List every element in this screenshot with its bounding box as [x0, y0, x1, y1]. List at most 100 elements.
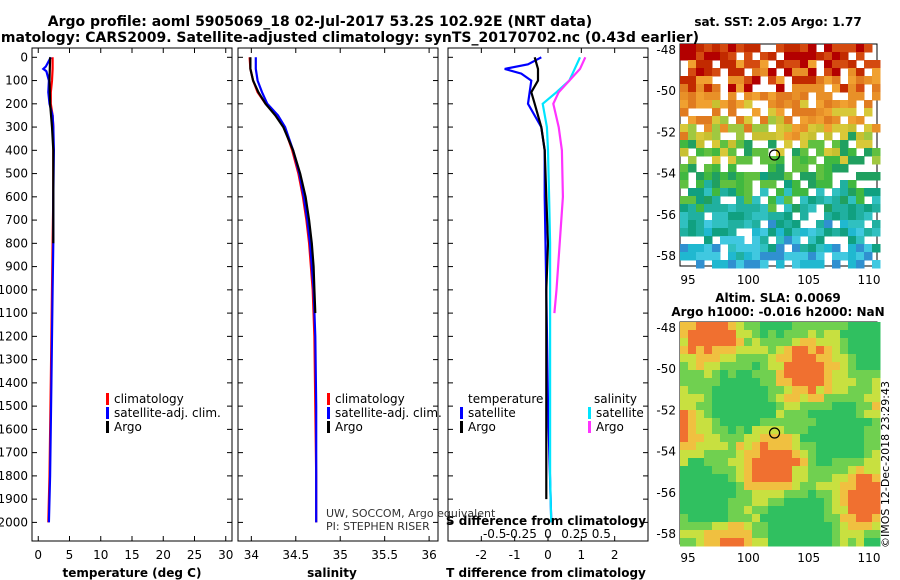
map-cell [808, 76, 817, 85]
map-cell [856, 522, 865, 531]
map-cell [728, 100, 737, 109]
map-cell [720, 354, 729, 363]
map-cell [864, 498, 873, 507]
map-cell [864, 482, 873, 491]
map-cell [776, 44, 785, 53]
map-cell [760, 244, 769, 253]
map-cell [840, 362, 849, 371]
map-cell [712, 538, 721, 547]
map-cell [688, 482, 697, 491]
map-cell [776, 76, 785, 85]
map-cell [808, 180, 817, 189]
map-cell [864, 442, 873, 451]
map-cell [736, 220, 745, 229]
map-cell [736, 394, 745, 403]
map-cell [688, 442, 697, 451]
series-line-s-argo [552, 56, 587, 314]
map-cell [864, 474, 873, 483]
map-cell [792, 402, 801, 411]
map-cell [808, 370, 817, 379]
map-cell [760, 338, 769, 347]
map-cell [872, 330, 881, 339]
map-cell [728, 370, 737, 379]
map-cell [744, 204, 753, 213]
map-cell [864, 418, 873, 427]
map-cell [704, 100, 713, 109]
map-cell [792, 378, 801, 387]
map-cell [792, 426, 801, 435]
map-cell [784, 330, 793, 339]
map-cell [816, 450, 825, 459]
map-cell [704, 92, 713, 101]
map-cell [688, 330, 697, 339]
map-cell [848, 458, 857, 467]
map-cell [744, 442, 753, 451]
map-cell [824, 124, 833, 133]
map-cell [808, 68, 817, 77]
map-cell [816, 338, 825, 347]
map-cell [784, 466, 793, 475]
map-cell [864, 538, 873, 547]
map-cell [760, 514, 769, 523]
x-tick-label: 10 [93, 548, 108, 562]
map-cell [728, 92, 737, 101]
map-cell [768, 458, 777, 467]
map-cell [832, 100, 841, 109]
map-cell [848, 466, 857, 475]
map-cell [840, 378, 849, 387]
map-cell [848, 434, 857, 443]
map-cell [800, 322, 809, 331]
map-cell [840, 156, 849, 165]
map-cell [776, 92, 785, 101]
map-cell [816, 52, 825, 61]
map-cell [848, 100, 857, 109]
map-cell [768, 172, 777, 181]
map-cell [688, 84, 697, 93]
depth-tick-label: 800 [5, 236, 28, 250]
map-cell [712, 522, 721, 531]
map-cell [808, 378, 817, 387]
map-cell [680, 252, 689, 261]
map-cell [696, 338, 705, 347]
map-cell [848, 346, 857, 355]
map-cell [712, 370, 721, 379]
map-cell [784, 132, 793, 141]
map-cell [864, 252, 873, 261]
map-cell [816, 100, 825, 109]
map-cell [800, 116, 809, 125]
map-cell [848, 204, 857, 213]
sst-map-title: sat. SST: 2.05 Argo: 1.77 [694, 15, 861, 29]
map-cell [696, 354, 705, 363]
map-cell [704, 450, 713, 459]
map-cell [800, 60, 809, 69]
map-cell [760, 354, 769, 363]
map-cell [808, 522, 817, 531]
map-cell [872, 418, 881, 427]
depth-tick-label: 200 [5, 97, 28, 111]
map-cell [712, 196, 721, 205]
map-cell [840, 196, 849, 205]
map-cell [832, 490, 841, 499]
difference-x-axis: -2 -1 0 1 2 -0.5 -0.25 0 0.25 0.5 [475, 48, 618, 562]
annotation-line-1: UW, SOCCOM, Argo equivalent [326, 507, 496, 520]
map-cell [728, 426, 737, 435]
map-cell [680, 450, 689, 459]
map-cell [688, 362, 697, 371]
map-cell [832, 442, 841, 451]
map-cell [736, 410, 745, 419]
map-cell [752, 442, 761, 451]
depth-tick-label: 0 [20, 50, 28, 64]
map-cell [856, 44, 865, 53]
s-tick-label: -0.5 [483, 527, 506, 541]
depth-tick-label: 2000 [0, 515, 28, 529]
map-cell [776, 100, 785, 109]
map-cell [824, 116, 833, 125]
map-cell [696, 402, 705, 411]
map-cell [728, 188, 737, 197]
series-line-t-argo [530, 56, 550, 500]
map-cell [768, 68, 777, 77]
map-cell [864, 76, 873, 85]
map-cell [680, 362, 689, 371]
map-cell [832, 538, 841, 547]
map-cell [720, 346, 729, 355]
